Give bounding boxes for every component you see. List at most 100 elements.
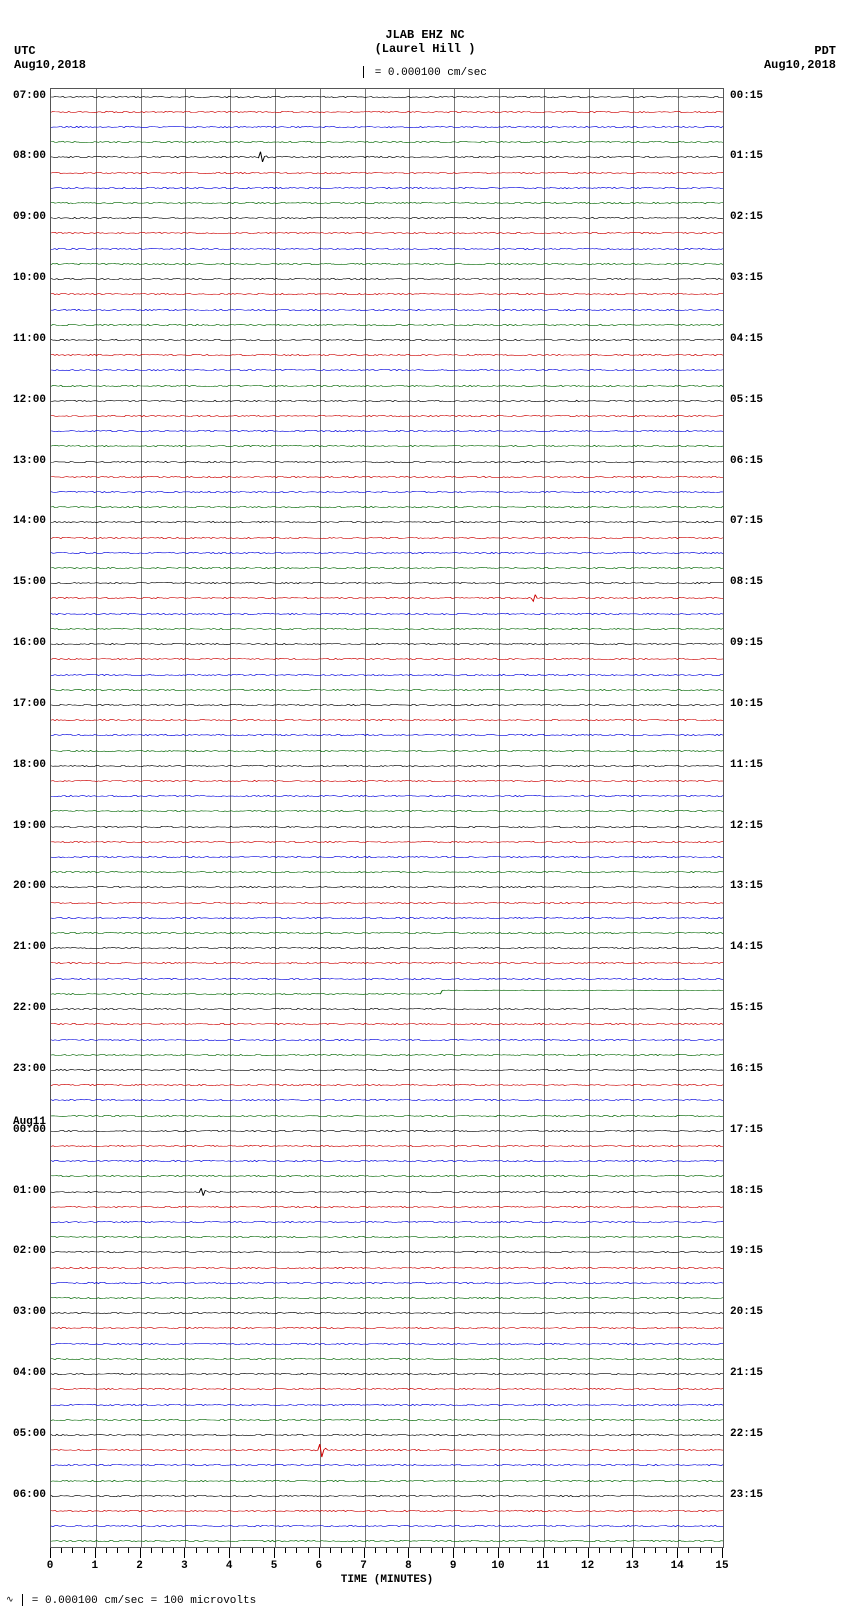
seismic-trace	[51, 477, 723, 478]
x-tick-major	[274, 1548, 275, 1558]
pdt-hour-label: 11:15	[730, 759, 763, 771]
seismic-trace	[51, 614, 723, 615]
x-tick-minor	[117, 1548, 118, 1553]
x-tick-minor	[61, 1548, 62, 1553]
seismic-trace	[51, 97, 723, 98]
seismic-trace	[51, 538, 723, 539]
x-tick-minor	[162, 1548, 163, 1553]
plot-area	[50, 88, 724, 1548]
seismic-trace	[51, 1283, 723, 1284]
seismic-trace	[51, 553, 723, 554]
utc-hour-label: 17:00	[13, 698, 46, 710]
seismic-trace	[51, 994, 723, 995]
x-tick-label: 6	[315, 1560, 322, 1572]
seismic-trace	[51, 887, 723, 888]
utc-hour-label: 11:00	[13, 333, 46, 345]
seismic-trace	[51, 431, 723, 432]
x-tick-minor	[666, 1548, 667, 1553]
x-tick-label: 2	[136, 1560, 143, 1572]
seismic-trace	[51, 857, 723, 858]
seismic-trace	[51, 735, 723, 736]
x-tick-minor	[308, 1548, 309, 1553]
seismogram-container: JLAB EHZ NC (Laurel Hill ) = 0.000100 cm…	[0, 0, 850, 1613]
utc-hour-label: 03:00	[13, 1306, 46, 1318]
seismic-trace	[51, 1040, 723, 1041]
x-tick-minor	[442, 1548, 443, 1553]
seismic-trace	[51, 127, 723, 128]
seismic-trace	[51, 598, 723, 599]
pdt-hour-label: 15:15	[730, 1002, 763, 1014]
seismic-trace	[51, 1511, 723, 1512]
pdt-hour-label: 07:15	[730, 515, 763, 527]
pdt-hour-label: 20:15	[730, 1306, 763, 1318]
seismic-trace	[51, 188, 723, 189]
x-tick-major	[722, 1548, 723, 1558]
footer-wiggle: ∿	[6, 1595, 14, 1605]
seismic-trace	[51, 933, 723, 934]
seismic-trace	[51, 568, 723, 569]
x-tick-minor	[420, 1548, 421, 1553]
x-tick-minor	[106, 1548, 107, 1553]
x-tick-major	[453, 1548, 454, 1558]
right-timezone: PDT	[764, 44, 836, 58]
x-tick-minor	[207, 1548, 208, 1553]
footer-bar-icon	[22, 1594, 23, 1606]
pdt-hour-label: 04:15	[730, 333, 763, 345]
x-tick-minor	[196, 1548, 197, 1553]
pdt-hour-label: 02:15	[730, 211, 763, 223]
pdt-hour-label: 19:15	[730, 1245, 763, 1257]
x-tick-minor	[532, 1548, 533, 1553]
seismic-trace	[51, 811, 723, 812]
x-tick-minor	[711, 1548, 712, 1553]
x-tick-minor	[341, 1548, 342, 1553]
seismic-trace	[51, 340, 723, 341]
x-tick-minor	[565, 1548, 566, 1553]
seismic-trace	[51, 766, 723, 767]
x-tick-minor	[644, 1548, 645, 1553]
footer-scale: ∿ = 0.000100 cm/sec = 100 microvolts	[6, 1594, 256, 1607]
x-tick-major	[408, 1548, 409, 1558]
x-axis-title: TIME (MINUTES)	[50, 1574, 724, 1586]
utc-hour-label: 09:00	[13, 211, 46, 223]
seismic-trace	[51, 249, 723, 250]
seismic-trace	[51, 1146, 723, 1147]
seismic-trace	[51, 1131, 723, 1132]
x-tick-minor	[397, 1548, 398, 1553]
seismic-trace	[51, 872, 723, 873]
pdt-hour-label: 08:15	[730, 576, 763, 588]
seismic-trace	[51, 842, 723, 843]
x-tick-label: 0	[47, 1560, 54, 1572]
seismic-trace	[51, 1176, 723, 1177]
x-tick-minor	[487, 1548, 488, 1553]
seismic-trace	[51, 370, 723, 371]
utc-hour-label: 01:00	[13, 1185, 46, 1197]
seismic-trace	[51, 1450, 723, 1451]
x-tick-label: 4	[226, 1560, 233, 1572]
seismic-trace	[51, 1374, 723, 1375]
seismic-trace	[51, 310, 723, 311]
x-tick-minor	[285, 1548, 286, 1553]
seismic-trace	[51, 1055, 723, 1056]
pdt-hour-label: 18:15	[730, 1185, 763, 1197]
x-tick-minor	[263, 1548, 264, 1553]
utc-hour-label: 05:00	[13, 1428, 46, 1440]
x-tick-minor	[151, 1548, 152, 1553]
x-tick-minor	[218, 1548, 219, 1553]
title-block: JLAB EHZ NC (Laurel Hill )	[0, 28, 850, 56]
seismic-trace	[51, 264, 723, 265]
seismic-trace	[51, 1405, 723, 1406]
seismic-trace	[51, 751, 723, 752]
seismic-trace	[51, 279, 723, 280]
x-tick-label: 1	[91, 1560, 98, 1572]
seismic-trace	[51, 446, 723, 447]
station-name: (Laurel Hill )	[0, 42, 850, 56]
seismic-trace	[51, 1192, 723, 1193]
pdt-hour-label: 12:15	[730, 820, 763, 832]
x-tick-minor	[476, 1548, 477, 1553]
utc-hour-label: 20:00	[13, 880, 46, 892]
seismic-trace	[51, 218, 723, 219]
x-tick-minor	[386, 1548, 387, 1553]
seismic-trace	[51, 1328, 723, 1329]
seismic-trace	[51, 401, 723, 402]
seismic-trace	[51, 203, 723, 204]
